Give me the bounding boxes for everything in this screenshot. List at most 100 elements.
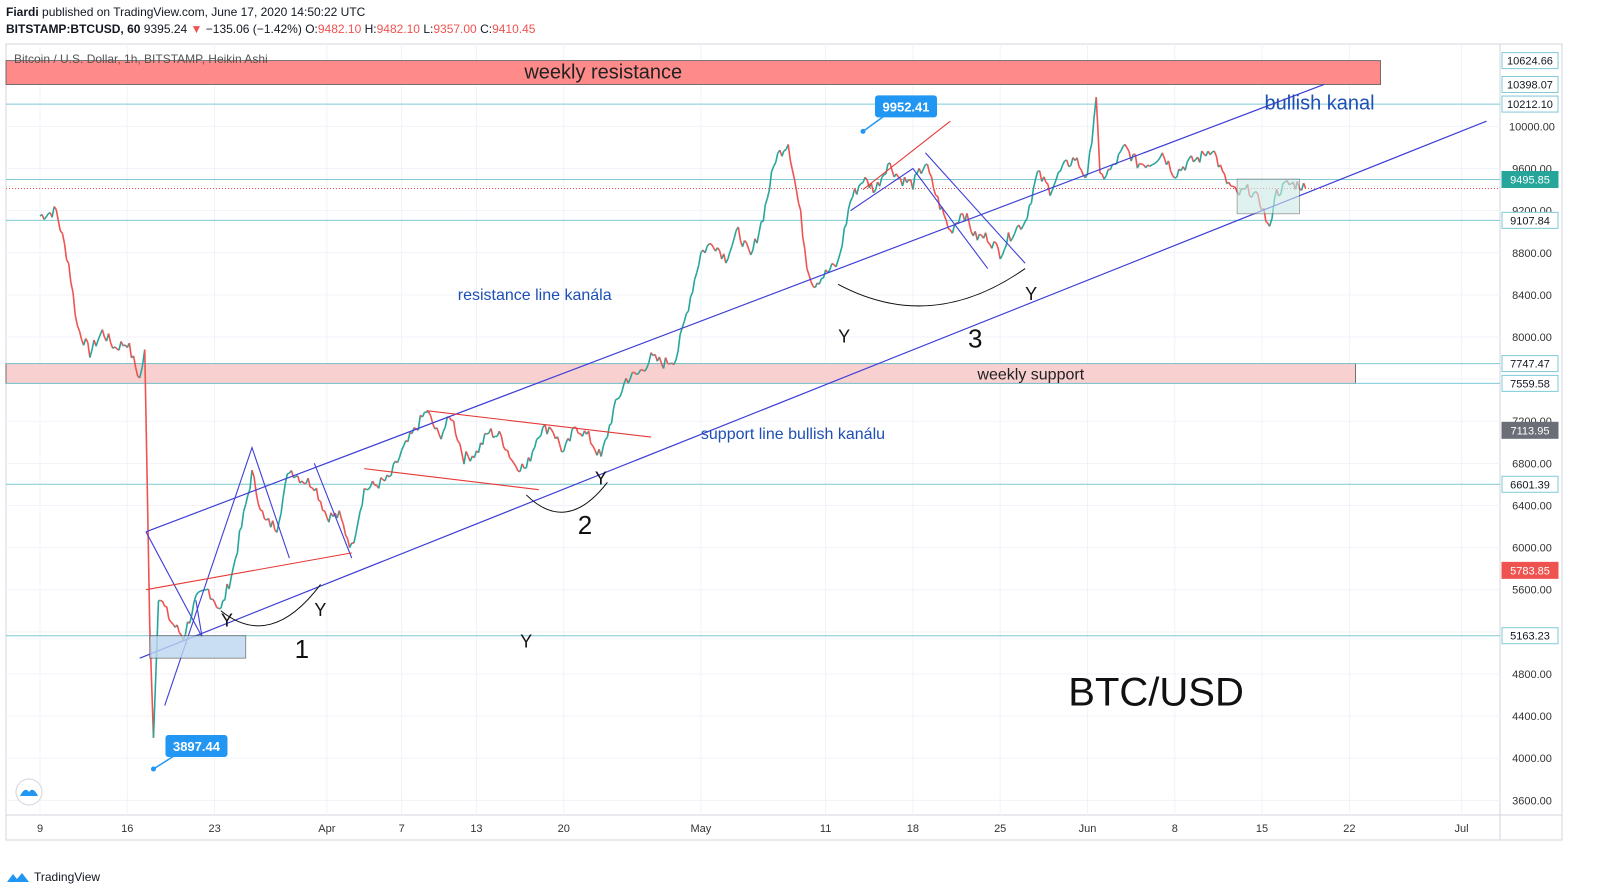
candle-segment <box>1167 160 1172 172</box>
candle-segment <box>469 455 474 462</box>
candle-segment <box>612 399 617 409</box>
candle-segment <box>629 372 634 379</box>
candle-segment <box>45 213 49 218</box>
candle-segment <box>993 241 997 244</box>
candle-segment <box>59 230 64 234</box>
candle-segment <box>261 510 266 519</box>
low-value: 9357.00 <box>433 22 477 36</box>
high-value: 9482.10 <box>376 22 420 36</box>
candle-segment <box>236 530 241 553</box>
candle-segment <box>152 671 157 738</box>
candle-segment <box>122 344 126 347</box>
resistance-zone <box>5 60 1381 85</box>
candle-segment <box>407 432 411 442</box>
resistance-zone-label: weekly resistance <box>523 62 682 84</box>
candle-segment <box>789 159 794 171</box>
price-tick: 6800.00 <box>1512 458 1552 470</box>
candle-segment <box>1184 161 1189 171</box>
candle-segment <box>1147 164 1151 168</box>
candle-segment <box>477 442 482 453</box>
candle-segment <box>342 524 347 535</box>
wedge-3 <box>850 167 989 269</box>
candle-segment <box>741 240 746 248</box>
callout-pointer <box>153 754 176 770</box>
candle-segment <box>211 598 216 603</box>
candle-segment <box>249 470 253 490</box>
candle-segment <box>685 310 690 315</box>
candle-segment <box>452 420 457 435</box>
annotations: weekly resistance weekly support resistanc… <box>150 62 1375 772</box>
candle-segment <box>146 485 151 626</box>
red-line-1 <box>145 552 352 591</box>
wave-y-2: Y <box>314 600 326 620</box>
candle-segment <box>791 169 796 180</box>
candle-segment <box>675 351 679 361</box>
candle-segment <box>178 631 182 636</box>
candle-segment <box>529 451 534 462</box>
candle-segment <box>184 621 189 635</box>
candle-segment <box>872 189 877 194</box>
candle-segment <box>1105 169 1110 176</box>
candle-segment <box>282 483 287 498</box>
price-axis[interactable]: 3600.004000.004400.004800.005200.005600.… <box>1501 52 1559 808</box>
candle-segment <box>1049 190 1053 197</box>
candle-segment <box>966 213 970 223</box>
price-tick: 4400.00 <box>1512 711 1552 723</box>
chart-border <box>5 43 1563 841</box>
tradingview-logo-icon <box>7 873 29 882</box>
candle-segment <box>1228 181 1232 187</box>
candle-segment <box>193 595 197 604</box>
candle-segment <box>216 606 220 610</box>
wave-y-1: Y <box>221 611 233 631</box>
candle-segment <box>89 349 93 358</box>
candle-segment <box>1201 150 1205 155</box>
candle-segment <box>271 520 276 531</box>
candle-segment <box>195 592 199 597</box>
candle-segment <box>296 475 301 484</box>
candle-segment <box>240 511 245 528</box>
candle-segment <box>1145 164 1149 169</box>
candle-segment <box>51 206 55 218</box>
wedge-1 <box>164 445 290 706</box>
candle-segment <box>367 486 372 490</box>
candle-segment <box>903 176 908 183</box>
candle-segment <box>61 233 66 244</box>
count-1: 1 <box>295 634 309 664</box>
time-axis[interactable]: 9 16 23 Apr 7 13 20 May 11 18 25 Jun 8 15 22 Jul <box>37 823 1469 835</box>
candle-segment <box>448 417 453 421</box>
price-label: 9107.84 <box>1510 215 1550 227</box>
candle-segment <box>120 341 124 347</box>
candle-segment <box>1038 170 1043 182</box>
candle-segment <box>1076 157 1080 168</box>
candle-segment <box>280 497 284 514</box>
callout-dot <box>150 766 156 772</box>
candle-segment <box>1080 169 1085 176</box>
candle-segment <box>843 223 848 229</box>
candle-segment <box>677 334 681 352</box>
candle-segment <box>43 216 47 220</box>
publish-info: published on TradingView.com, June 17, 2… <box>42 5 366 19</box>
candle-segment <box>793 178 798 192</box>
candle-segment <box>1032 178 1037 189</box>
candle-segment <box>1149 164 1153 168</box>
candle-segment <box>168 618 172 623</box>
candle-segment <box>932 188 937 196</box>
candle-segment <box>340 518 345 526</box>
candle-segment <box>1186 157 1191 163</box>
candle-segment <box>706 243 710 247</box>
author-name[interactable]: Fiardi <box>6 5 39 19</box>
candle-segment <box>1068 164 1072 168</box>
candle-segment <box>500 436 505 447</box>
price-label-box <box>1501 75 1559 93</box>
candle-segment <box>991 241 995 249</box>
candle-segment <box>224 583 228 600</box>
candle-segment <box>766 189 771 199</box>
candle-segment <box>290 470 295 479</box>
candle-segment <box>691 279 696 293</box>
candle-segment <box>1223 174 1228 184</box>
candle-segment <box>621 383 625 392</box>
footer-brand[interactable]: TradingView <box>34 870 101 884</box>
ohlc-line: BITSTAMP:BTCUSD, 60 9395.24 ▼ −135.06 (−… <box>6 21 535 37</box>
candle-segment <box>348 542 353 548</box>
